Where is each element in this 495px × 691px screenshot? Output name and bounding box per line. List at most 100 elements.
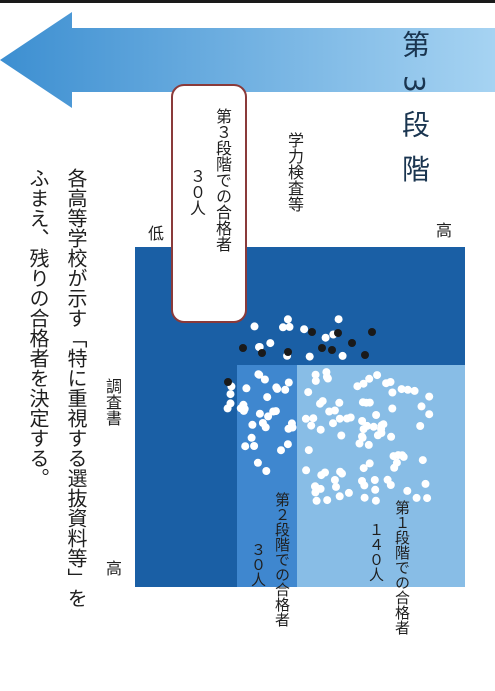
stage1-dot [329,419,337,428]
stage1-dot [388,404,397,413]
stage2-dot [277,446,285,455]
stage1-dot [412,493,421,502]
stage1-dot [403,385,412,394]
stage2-label-line-1: 第２段階での合格者 [273,492,291,627]
stage1-dot [421,479,430,488]
stage2-dot [261,423,270,432]
stage1-dot [365,459,374,468]
stage1-dot [309,414,318,423]
stage1-dot [304,388,313,397]
stage1-dot [397,385,406,394]
stage1-dot [425,392,434,401]
stage1-dot [330,476,339,484]
axis-low-label: 低 [145,225,164,241]
stage1-dot [364,440,373,449]
stage3-white-dot [283,315,292,324]
stage1-dot [365,374,374,383]
stage2-dot [242,384,251,393]
stage3-dark-dot [334,329,342,337]
stage1-dot [312,496,321,505]
stage1-dot [335,398,344,407]
stage1-dot [353,382,362,391]
description-line-2: ふまえ、残りの合格者を決定する。 [26,168,50,488]
stage1-dot [417,402,426,411]
stage1-dot [359,379,368,388]
stage1-dot [371,485,380,494]
stage1-dot [311,370,320,379]
stage3-dark-dot [258,349,266,357]
stage3-white-dot [300,325,309,334]
stage1-dot [423,494,432,503]
stage3-dark-dot [361,351,369,359]
stage1-dot [394,451,403,460]
stage2-dot [283,440,292,449]
stage1-dot [360,493,369,502]
stage1-dot [301,414,310,423]
stage3-callout-line-1: 第３段階での合格者 [213,108,232,252]
stage2-dot [241,442,250,451]
stage1-dot [304,446,313,455]
stage1-dot [383,475,392,484]
stage1-dot [425,410,434,419]
stage1-dot [362,398,371,407]
stage1-dot [302,466,311,475]
stage1-dot [344,488,353,497]
stage1-dot [318,397,327,406]
stage2-dot [273,384,282,393]
stage2-dot [269,407,278,416]
axis-report-high-label: 高 [103,560,122,576]
stage2-dot [255,409,264,418]
stage2-label-line-2: ３０人 [249,542,267,587]
applicant-dots [223,315,434,505]
stage1-dot [355,439,364,448]
stage3-dark-dot [328,346,336,354]
stage1-dot [325,407,334,416]
stage1-dot [418,456,427,465]
stage2-dot [248,420,257,429]
stage1-dot [307,421,316,430]
stage1-dot [317,471,326,480]
stage3-white-dot [226,390,235,399]
stage2-dot [247,433,256,442]
stage3-dark-dot [308,328,316,336]
stage1-dot [332,482,340,491]
stage2-dot [284,424,293,433]
stage1-dot [382,379,391,388]
stage3-white-dot [266,339,275,348]
stage3-dark-dot [284,348,292,356]
stage3-dark-dot [318,344,326,352]
stage1-dot [372,411,381,419]
stage1-dot [323,496,332,505]
stage1-dot [370,476,379,484]
axis-label-test: 学力検査等 [285,132,304,212]
stage2-dot [263,393,272,402]
stage1-dot [410,386,419,395]
stage3-white-dot [279,323,287,332]
stage1-label-line-2: １４０人 [367,522,385,582]
stage3-white-dot [250,322,259,331]
stage3-white-dot [285,322,294,331]
stage2-dot [284,378,293,387]
stage1-dot [316,425,325,434]
stage3-dark-dot [348,339,356,347]
stage1-dot [392,458,401,467]
description-line-1: 各高等学校が示す「特に重視する選抜資料等」を [64,168,88,608]
stage3-white-dot [255,343,264,351]
stage2-dot [250,442,259,450]
stage3-callout-line-2: ３０人 [187,168,206,216]
stage-banner-arrow [0,12,495,108]
stage1-dot [416,422,425,430]
stage-banner-label: 第 3 段 階 [398,30,431,187]
stage1-dot [359,464,368,473]
stage1-dot [358,417,367,425]
stage3-white-dot [236,404,245,413]
stage1-dot [387,432,396,441]
stage3-white-dot [305,352,314,361]
stage3-dark-dot [368,328,376,336]
stage3-white-dot [334,315,343,324]
stage1-dot [335,492,344,501]
stage1-dot [316,484,325,493]
stage2-dot [255,370,264,379]
stage3-dark-dot [224,378,232,386]
stage2-dot [262,467,271,475]
